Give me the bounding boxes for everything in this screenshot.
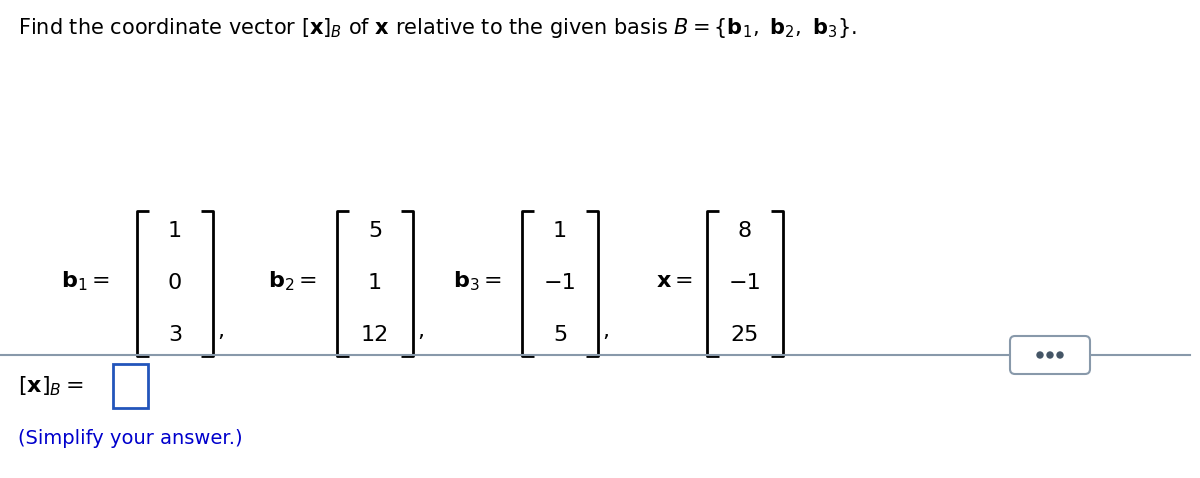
Text: Find the coordinate vector $[\mathbf{x}]_B$ of $\mathbf{x}$ relative to the give: Find the coordinate vector $[\mathbf{x}]… — [18, 16, 857, 40]
Text: 5: 5 — [368, 221, 382, 241]
Text: 5: 5 — [553, 325, 568, 345]
Text: $\mathbf{b}_3 =$: $\mathbf{b}_3 =$ — [452, 269, 502, 293]
Text: 0: 0 — [168, 273, 182, 293]
Text: (Simplify your answer.): (Simplify your answer.) — [18, 428, 242, 447]
Text: 1: 1 — [168, 221, 182, 241]
Text: 12: 12 — [361, 325, 389, 345]
Text: −1: −1 — [728, 273, 761, 293]
Text: ,: , — [217, 321, 224, 341]
Text: ,: , — [602, 321, 610, 341]
Text: $\mathbf{b}_2 =$: $\mathbf{b}_2 =$ — [268, 269, 317, 293]
Circle shape — [1057, 352, 1063, 358]
Text: 8: 8 — [738, 221, 752, 241]
FancyBboxPatch shape — [113, 364, 148, 408]
FancyBboxPatch shape — [1010, 336, 1090, 374]
Text: $\mathbf{x} =$: $\mathbf{x} =$ — [656, 271, 694, 291]
Text: 3: 3 — [168, 325, 182, 345]
Text: $[\mathbf{x}]_B =$: $[\mathbf{x}]_B =$ — [18, 374, 84, 398]
Text: 1: 1 — [553, 221, 568, 241]
Text: $\mathbf{b}_1 =$: $\mathbf{b}_1 =$ — [61, 269, 110, 293]
Circle shape — [1046, 352, 1054, 358]
Text: 25: 25 — [731, 325, 760, 345]
Text: ,: , — [418, 321, 424, 341]
Circle shape — [1037, 352, 1043, 358]
Text: −1: −1 — [544, 273, 576, 293]
Text: 1: 1 — [368, 273, 382, 293]
